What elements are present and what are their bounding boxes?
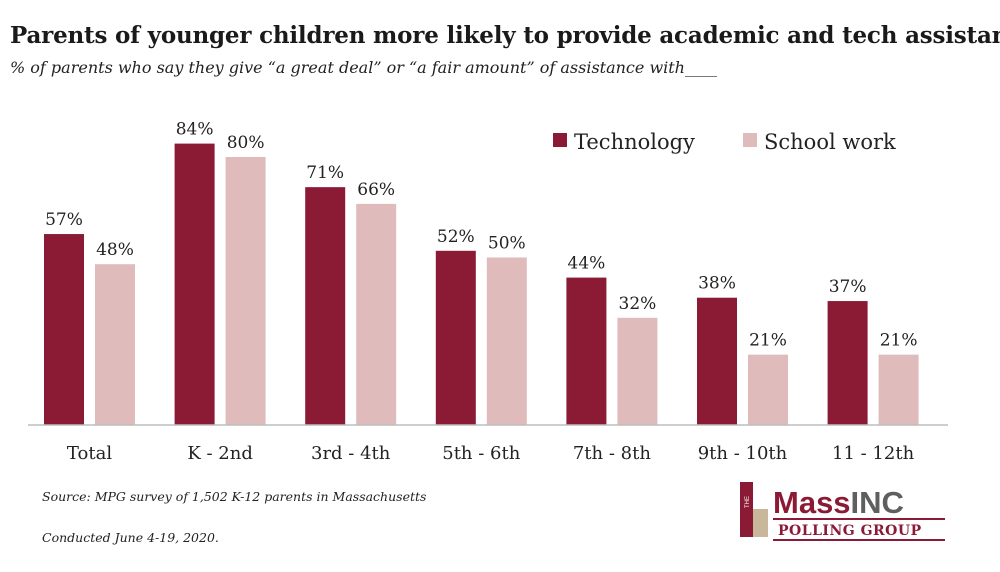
- conducted-note: Conducted June 4-19, 2020.: [42, 530, 219, 545]
- bar-technology-5th-6th: [435, 250, 476, 425]
- legend-label-school-work: School work: [764, 130, 896, 154]
- category-label-3rd-4th: 3rd - 4th: [311, 443, 391, 464]
- data-label-technology-total: 57%: [45, 210, 83, 230]
- data-label-school-work-5th-6th: 50%: [488, 234, 526, 254]
- bar-technology-k-2nd: [174, 143, 215, 425]
- bar-chart: 57% 48% Total 84% 80% K - 2nd 71% 66% 3rd - 4th 5…: [28, 120, 948, 464]
- category-label-5th-6th: 5th - 6th: [442, 443, 520, 464]
- bar-technology-total: [44, 234, 84, 425]
- data-label-school-work-k-2nd: 80%: [227, 133, 265, 153]
- bar-school-work-k-2nd: [225, 157, 266, 425]
- category-label-total: Total: [67, 443, 112, 464]
- legend-swatch-technology: [553, 133, 567, 147]
- bars-group: 57% 48% Total 84% 80% K - 2nd 71% 66% 3rd - 4th 5…: [44, 120, 919, 464]
- legend-swatch-school-work: [743, 133, 757, 147]
- data-label-technology-7th-8th: 44%: [568, 254, 606, 274]
- logo-word-mass: Mass: [773, 485, 851, 520]
- logo-block-tan: [753, 509, 768, 537]
- bar-technology-9th-10th: [697, 297, 737, 425]
- logo-wordmark: MassINC: [773, 485, 904, 520]
- bar-school-work-9th-10th: [748, 354, 788, 425]
- logo-block-dark: [740, 482, 753, 537]
- logo-subtitle: POLLING GROUP: [778, 523, 922, 539]
- bar-technology-11-12th: [827, 301, 868, 425]
- data-label-technology-3rd-4th: 71%: [306, 163, 344, 183]
- logo-word-inc: INC: [851, 485, 904, 520]
- data-label-technology-9th-10th: 38%: [698, 274, 736, 294]
- data-label-technology-k-2nd: 84%: [176, 120, 214, 140]
- chart-subtitle: % of parents who say they give “a great …: [10, 58, 717, 77]
- legend-label-technology: Technology: [574, 130, 695, 154]
- bar-school-work-total: [95, 264, 135, 425]
- data-label-school-work-7th-8th: 32%: [619, 294, 657, 314]
- data-label-school-work-3rd-4th: 66%: [357, 180, 395, 200]
- bar-technology-3rd-4th: [305, 187, 346, 425]
- legend: Technology School work: [553, 130, 896, 154]
- data-label-technology-5th-6th: 52%: [437, 227, 475, 247]
- bar-school-work-5th-6th: [486, 257, 527, 425]
- category-label-7th-8th: 7th - 8th: [573, 443, 651, 464]
- chart-title: Parents of younger children more likely …: [10, 22, 1000, 49]
- bar-technology-7th-8th: [566, 277, 607, 425]
- massinc-logo: THE MassINC POLLING GROUP: [740, 482, 945, 541]
- category-label-11-12th: 11 - 12th: [832, 443, 915, 464]
- category-label-9th-10th: 9th - 10th: [698, 443, 788, 464]
- source-note: Source: MPG survey of 1,502 K-12 parents…: [42, 489, 427, 504]
- bar-school-work-11-12th: [878, 354, 919, 425]
- data-label-school-work-total: 48%: [96, 240, 134, 260]
- logo-side-text: THE: [745, 496, 751, 508]
- data-label-technology-11-12th: 37%: [829, 277, 867, 297]
- data-label-school-work-11-12th: 21%: [880, 331, 918, 351]
- bar-school-work-7th-8th: [617, 317, 658, 425]
- category-label-k-2nd: K - 2nd: [187, 443, 253, 464]
- bar-school-work-3rd-4th: [356, 203, 397, 425]
- data-label-school-work-9th-10th: 21%: [749, 331, 787, 351]
